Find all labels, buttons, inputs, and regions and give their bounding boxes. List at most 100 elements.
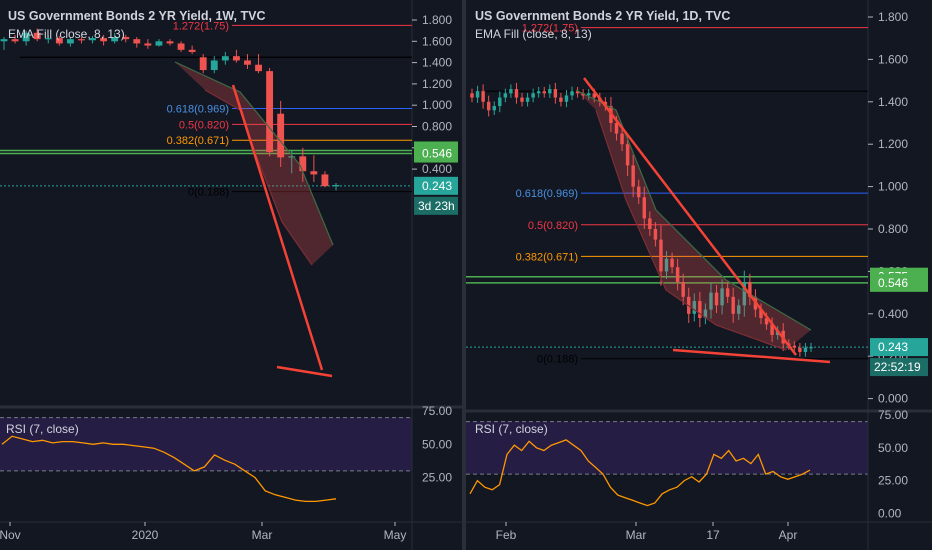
candle-body <box>66 39 74 44</box>
weekly-chart-svg[interactable]: 1.8001.6001.4001.2001.0000.8000.6000.400… <box>0 0 462 550</box>
time-tick-label: 2020 <box>132 528 159 542</box>
rsi-line <box>469 439 811 507</box>
daily-rsi-label: RSI (7, close) <box>475 422 548 436</box>
price-tick-label: 1.200 <box>878 137 908 151</box>
time-tick-label: Nov <box>0 528 21 542</box>
price-tick-label: 1.400 <box>878 95 908 109</box>
candle-body <box>266 71 274 153</box>
fib-label: 0.618(0.969) <box>167 104 229 116</box>
ema-fast-line <box>595 109 787 351</box>
candle-body <box>542 91 546 94</box>
candle-body <box>481 91 485 102</box>
rsi-tick-label: 25.00 <box>878 474 908 488</box>
candle-body <box>22 32 30 42</box>
candle-body <box>592 93 596 98</box>
time-tick-label: 17 <box>706 528 720 542</box>
daily-chart-title: US Government Bonds 2 YR Yield, 1D, TVC <box>475 9 731 23</box>
rsi-band <box>466 421 868 475</box>
price-tick-label: 1.200 <box>422 77 452 91</box>
candle-body <box>631 165 635 187</box>
price-tick-label: 1.800 <box>422 13 452 27</box>
price-tick-label: 1.800 <box>878 10 908 24</box>
price-tick-label: 0.000 <box>878 392 908 406</box>
candle-body <box>520 97 524 102</box>
candle-body <box>698 301 702 319</box>
fib-label: 0.382(0.671) <box>516 251 578 263</box>
trend-line <box>583 77 797 356</box>
fib-label: 0(0.188) <box>188 187 229 199</box>
fib-label: 1.272(1.75) <box>522 23 578 35</box>
daily-chart-svg[interactable]: 1.8001.6001.4001.2001.0000.8000.6000.400… <box>466 0 932 550</box>
candle-body <box>737 305 741 314</box>
candle-body <box>255 64 262 72</box>
candle-body <box>709 292 713 310</box>
trend-line <box>276 365 333 378</box>
time-tick-label: Mar <box>626 528 647 542</box>
candle-body <box>720 288 724 306</box>
ema-fast-line <box>204 89 313 266</box>
countdown-badge <box>414 196 458 215</box>
candle-body <box>475 91 480 98</box>
price-badge <box>414 176 458 195</box>
rsi-tick-label: 50.00 <box>422 437 452 451</box>
candle-body <box>277 113 285 158</box>
fib-label: 0(0.188) <box>537 354 578 366</box>
rsi-line <box>1 435 337 503</box>
candle-body <box>692 301 697 314</box>
candle-body <box>681 282 685 297</box>
weekly-chart-title: US Government Bonds 2 YR Yield, 1W, TVC <box>8 9 266 23</box>
time-tick-label: Feb <box>496 528 517 542</box>
candle-body <box>244 60 251 65</box>
ema-slow-line <box>174 61 334 246</box>
candle-body <box>155 41 163 46</box>
price-tick-label: 0.400 <box>878 307 908 321</box>
candle-body <box>570 91 574 96</box>
rsi-tick-label: 75.00 <box>422 404 452 418</box>
candle-body <box>759 309 763 319</box>
price-badge-label: 0.243 <box>422 179 452 193</box>
candle-body <box>731 296 735 314</box>
price-tick-label: 1.400 <box>422 56 452 70</box>
candle-body <box>581 93 585 96</box>
candle-body <box>803 347 808 352</box>
candle-body <box>553 89 558 98</box>
candle-body <box>498 97 502 107</box>
candle-body <box>33 32 41 40</box>
candle-body <box>133 39 141 44</box>
daily-chart-panel[interactable]: 1.8001.6001.4001.2001.0000.8000.6000.400… <box>466 0 932 550</box>
candle-body <box>78 39 85 41</box>
fib-label: 0.618(0.969) <box>516 188 578 200</box>
countdown-badge <box>870 358 928 377</box>
weekly-indicator-label: EMA Fill (close, 8, 13) <box>8 27 125 41</box>
candle-body <box>288 156 296 158</box>
fib-label: 1.272(1.75) <box>173 20 229 32</box>
candle-body <box>221 56 229 61</box>
time-tick-label: Apr <box>779 528 798 542</box>
candle-body <box>798 347 802 352</box>
candle-body <box>11 39 19 42</box>
candle-body <box>792 345 797 348</box>
candle-body <box>486 101 491 111</box>
weekly-chart-panel[interactable]: 1.8001.6001.4001.2001.0000.8000.6000.400… <box>0 0 462 550</box>
candle-body <box>332 185 340 187</box>
time-tick-label: Mar <box>252 528 273 542</box>
candle-body <box>514 89 519 98</box>
candle-body <box>310 171 318 175</box>
rsi-tick-label: 0.00 <box>878 506 902 520</box>
panel-divider[interactable] <box>462 0 466 550</box>
candle-body <box>659 239 663 272</box>
candle-body <box>725 288 730 297</box>
candle-body <box>536 91 541 94</box>
candle-body <box>503 93 508 98</box>
candle-body <box>742 282 747 306</box>
candle-body <box>614 123 619 134</box>
price-tick-label: 0.800 <box>422 120 452 134</box>
candle-body <box>55 38 63 44</box>
price-tick-label: 1.600 <box>422 34 452 48</box>
price-tick-label: 1.600 <box>878 52 908 66</box>
price-badge <box>414 144 458 163</box>
candle-body <box>470 93 474 98</box>
candle-body <box>177 43 185 50</box>
price-badge-label: 0.546 <box>422 147 452 161</box>
candle-body <box>586 93 591 96</box>
